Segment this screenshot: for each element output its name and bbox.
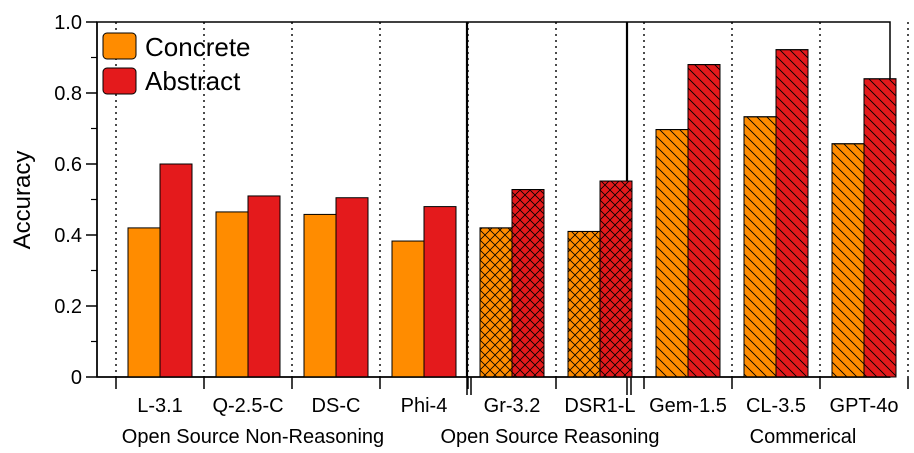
y-tick-label: 0.6: [54, 154, 82, 176]
bars-layer: [127, 49, 897, 378]
legend-label-concrete: Concrete: [145, 32, 251, 62]
x-tick-label: DS-C: [312, 395, 361, 417]
bar-pattern-abstract-5: [599, 180, 633, 378]
bar-pattern-concrete-4: [479, 227, 513, 378]
y-tick-label: 1.0: [54, 12, 82, 34]
legend: Concrete Abstract: [102, 32, 251, 96]
bar-pattern-concrete-6: [655, 129, 689, 378]
bar-pattern-abstract-7: [775, 49, 809, 378]
bar-pattern-abstract-8: [863, 78, 897, 378]
x-tick-label: Phi-4: [401, 395, 448, 417]
bar-concrete-2: [303, 213, 337, 378]
legend-swatch-abstract: [102, 67, 137, 95]
group-labels: Open Source Non-Reasoning Open Source Re…: [122, 426, 857, 448]
bar-abstract-2: [335, 197, 369, 378]
group-label-open-source-reasoning: Open Source Reasoning: [440, 426, 659, 448]
bar-abstract-0: [159, 163, 193, 378]
x-tick-label: GPT-4o: [830, 395, 899, 417]
bar-pattern-concrete-5: [567, 230, 601, 378]
bar-pattern-abstract-6: [687, 64, 721, 378]
group-label-open-source-non-reasoning: Open Source Non-Reasoning: [122, 426, 384, 448]
legend-label-abstract: Abstract: [145, 66, 241, 96]
group-label-commercial: Commerical: [750, 426, 857, 448]
x-axis: L-3.1 Q-2.5-C DS-C Phi-4 Gr-3.2 DSR1-L Gem-1.5…: [97, 376, 909, 417]
x-tick-label: Q-2.5-C: [212, 395, 283, 417]
x-tick-label: Gem-1.5: [649, 395, 727, 417]
bar-abstract-1: [247, 195, 281, 378]
legend-swatch-concrete: [102, 32, 137, 60]
x-tick-label: DSR1-L: [564, 395, 635, 417]
y-tick-label: 0: [71, 367, 82, 389]
bar-concrete-3: [391, 240, 425, 378]
x-tick-label: L-3.1: [137, 395, 183, 417]
bar-concrete-1: [215, 211, 249, 378]
bar-pattern-concrete-7: [743, 116, 777, 378]
x-tick-label: CL-3.5: [746, 395, 806, 417]
bar-pattern-concrete-8: [831, 143, 865, 378]
bar-pattern-abstract-4: [511, 189, 545, 378]
y-tick-label: 0.8: [54, 83, 82, 105]
bar-concrete-0: [127, 227, 161, 378]
x-tick-label: Gr-3.2: [484, 395, 541, 417]
y-tick-label: 0.4: [54, 225, 82, 247]
bar-abstract-3: [423, 206, 457, 378]
y-axis-title: Accuracy: [9, 151, 36, 250]
y-tick-label: 0.2: [54, 296, 82, 318]
y-axis: 0 0.2 0.4 0.6 0.8 1.0: [54, 12, 98, 389]
